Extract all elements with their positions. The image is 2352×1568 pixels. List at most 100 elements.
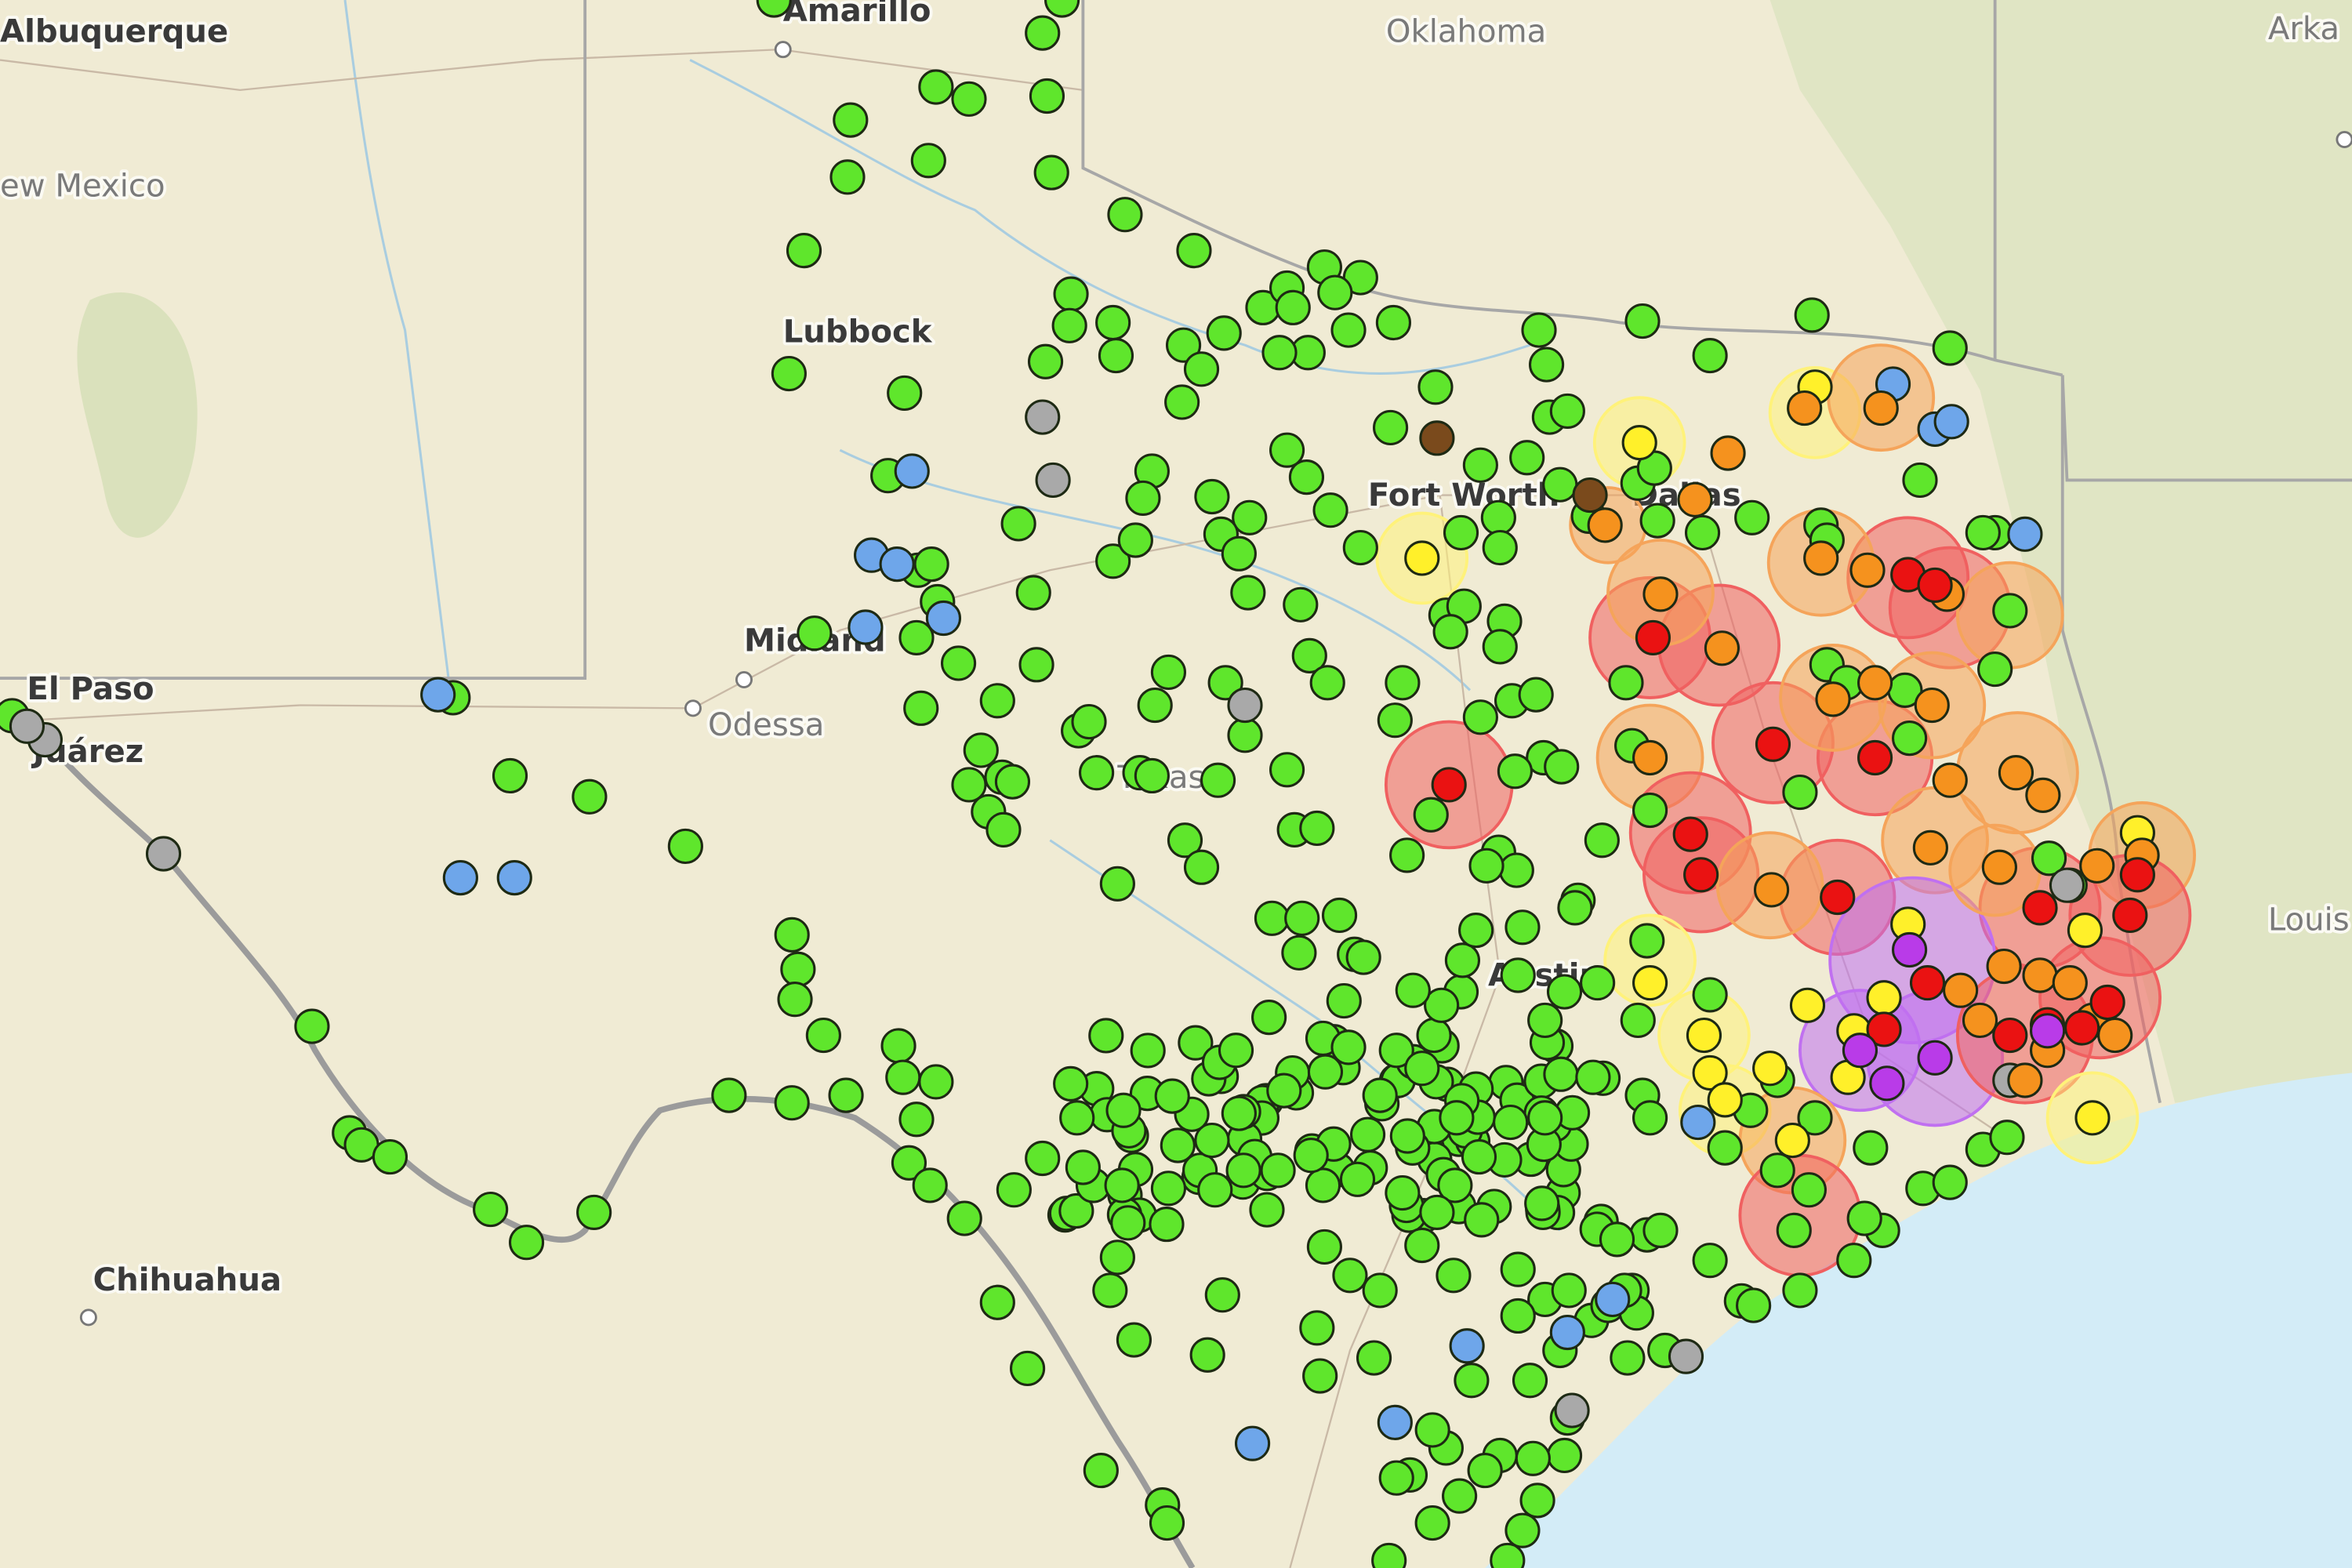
gauge-marker <box>828 1077 864 1113</box>
gauge-marker <box>1755 726 1791 762</box>
gauge-marker <box>1362 1272 1398 1308</box>
gauge-marker <box>1965 514 2001 551</box>
gauge-marker <box>1863 390 1899 426</box>
gauge-marker <box>833 102 869 138</box>
gauge-marker <box>1029 78 1065 114</box>
gauge-marker <box>756 0 792 18</box>
place-label: Oklahoma <box>1386 14 1546 50</box>
gauge-marker <box>1095 543 1131 579</box>
gauge-marker <box>1680 1104 1716 1141</box>
gauge-marker <box>1932 762 1968 798</box>
gauge-marker <box>1443 514 1479 551</box>
gauge-marker <box>2119 857 2155 893</box>
city-dot <box>735 670 753 688</box>
gauge-marker <box>1417 369 1454 405</box>
gauge-marker <box>786 233 822 269</box>
gauge-marker <box>946 1200 982 1236</box>
gauge-marker <box>1249 1192 1285 1228</box>
gauge-marker <box>1194 478 1230 515</box>
gauge-marker <box>1442 1478 1478 1514</box>
gauge-marker <box>1321 897 1358 934</box>
gauge-marker <box>1204 1277 1240 1313</box>
city-dot <box>774 41 792 59</box>
river <box>839 448 1472 691</box>
gauge-marker <box>2025 777 2061 813</box>
gauge-marker <box>442 860 478 896</box>
gauge-marker <box>1504 909 1541 946</box>
gauge-marker <box>774 1085 810 1121</box>
gauge-marker <box>1866 980 1902 1016</box>
gauge-marker <box>1692 338 1728 374</box>
gauge-marker <box>1033 154 1069 191</box>
gauge-marker <box>1782 774 1818 811</box>
gauge-marker <box>1992 593 2028 629</box>
gauge-marker <box>1176 233 1212 269</box>
gauge-marker <box>1227 717 1263 753</box>
place-label: Odessa <box>708 707 824 743</box>
place-label: Amarillo <box>783 0 931 29</box>
gauge-marker <box>1461 1139 1497 1175</box>
gauge-marker <box>1776 1212 1812 1248</box>
gauge-marker <box>1587 507 1623 543</box>
gauge-marker <box>1183 351 1220 387</box>
gauge-marker <box>1416 1017 1452 1054</box>
gauge-marker <box>1797 1100 1833 1136</box>
gauge-marker <box>1137 687 1173 724</box>
gauge-marker <box>1404 1051 1440 1087</box>
gauge-marker <box>372 1139 408 1175</box>
gauge-marker <box>1774 1122 1810 1159</box>
city-dot <box>684 699 702 717</box>
gauge-marker <box>1326 982 1362 1019</box>
gauge-marker <box>1436 1258 1472 1294</box>
gauge-marker <box>1227 687 1263 724</box>
gauge-marker <box>1789 987 1826 1023</box>
gauge-marker <box>1794 297 1830 333</box>
gauge-marker <box>2074 1100 2111 1136</box>
gauge-marker <box>1529 347 1565 383</box>
gauge-marker <box>1468 848 1504 884</box>
gauge-marker <box>1544 749 1580 785</box>
gauge-markers <box>0 0 2160 1568</box>
place-label: Arka <box>2268 11 2339 47</box>
gauge-marker <box>780 951 816 987</box>
gauge-marker <box>1284 900 1320 936</box>
gauge-marker <box>1312 492 1348 528</box>
gauge-marker <box>1345 939 1381 975</box>
gauge-marker <box>1909 965 1946 1001</box>
gauge-marker <box>1490 1542 1526 1568</box>
gauge-marker <box>1149 1505 1185 1541</box>
gauge-marker <box>1088 1018 1124 1054</box>
gauge-marker <box>1707 1082 1743 1118</box>
gauge-marker <box>1992 1017 2028 1054</box>
gauge-marker <box>913 546 949 583</box>
gauge-marker <box>1373 409 1409 446</box>
gauge-marker <box>1018 647 1054 683</box>
gauge-marker <box>1803 540 1839 576</box>
gauge-marker <box>1218 1033 1254 1069</box>
gauge-marker <box>1167 822 1203 858</box>
gauge-marker <box>1232 499 1268 535</box>
gauge-marker <box>1207 665 1243 701</box>
gauge-marker <box>910 143 946 179</box>
gauge-marker <box>492 757 528 794</box>
gauge-marker <box>1629 923 1665 959</box>
gauge-marker <box>887 375 923 412</box>
gauge-marker <box>1288 459 1325 495</box>
gauge-marker <box>1378 1460 1414 1496</box>
gauge-marker <box>1025 399 1061 435</box>
gauge-marker <box>1546 1437 1583 1474</box>
place-label: ew Mexico <box>0 169 165 205</box>
state-border <box>1081 0 2063 377</box>
gauge-marker <box>1482 529 1518 566</box>
state-border <box>0 0 587 680</box>
gauge-marker <box>1083 1453 1119 1489</box>
gauge-marker <box>1467 1453 1503 1489</box>
gauge-marker <box>918 1064 954 1100</box>
gauge-marker <box>1261 335 1298 371</box>
gauge-marker <box>996 1172 1032 1208</box>
gauge-marker <box>1683 857 1719 893</box>
gauge-marker <box>1519 1483 1555 1519</box>
gauge-marker <box>1000 506 1036 542</box>
gauge-marker <box>1642 1212 1679 1248</box>
gauge-marker <box>1025 15 1061 51</box>
